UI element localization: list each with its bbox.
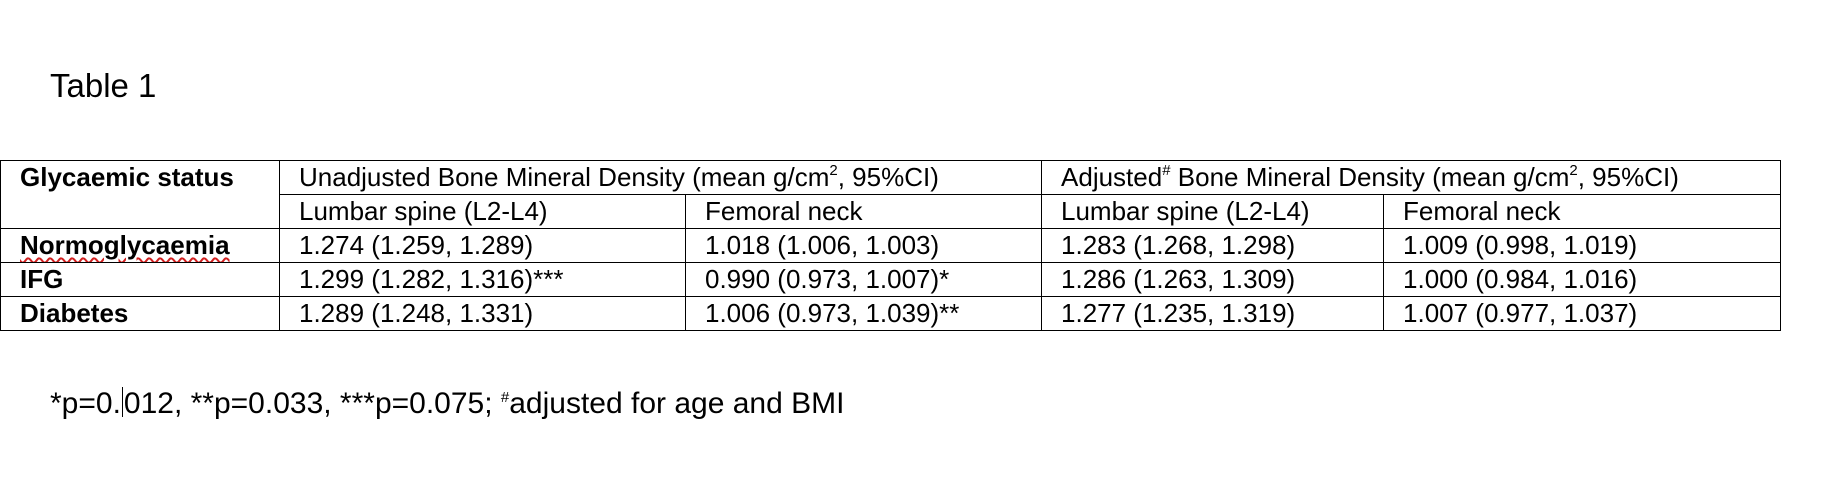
- table-cell: 1.286 (1.263, 1.309): [1041, 262, 1385, 297]
- spellcheck-flagged-word: Normoglycaemia: [20, 230, 230, 260]
- table-cell: 1.007 (0.977, 1.037): [1383, 296, 1782, 331]
- unadjusted-header-superscript: 2: [829, 162, 838, 179]
- table-cell: 1.000 (0.984, 1.016): [1383, 262, 1782, 297]
- adjusted-group-header: Adjusted# Bone Mineral Density (mean g/c…: [1041, 160, 1782, 195]
- table-cell: 1.283 (1.268, 1.298): [1041, 228, 1385, 263]
- table-row: Diabetes 1.289 (1.248, 1.331) 1.006 (0.9…: [0, 296, 1782, 331]
- adjusted-header-text-end: , 95%CI): [1577, 162, 1679, 192]
- table-cell: 1.009 (0.998, 1.019): [1383, 228, 1782, 263]
- table-row: IFG 1.299 (1.282, 1.316)*** 0.990 (0.973…: [0, 262, 1782, 297]
- row-label: Diabetes: [0, 296, 280, 331]
- subheader-adjusted-femoral: Femoral neck: [1383, 194, 1782, 229]
- adjusted-header-text-mid: Bone Mineral Density (mean g/cm: [1170, 162, 1570, 192]
- footnote-marker: #: [500, 389, 510, 406]
- table-header-row: Glycaemic status Unadjusted Bone Mineral…: [0, 160, 1782, 229]
- adjusted-header-text: Adjusted: [1061, 162, 1163, 192]
- subheader-adjusted-lumbar: Lumbar spine (L2-L4): [1041, 194, 1385, 229]
- unadjusted-header-text: Unadjusted Bone Mineral Density (mean g/…: [299, 162, 830, 192]
- table-cell: 1.274 (1.259, 1.289): [279, 228, 686, 263]
- unadjusted-group-header: Unadjusted Bone Mineral Density (mean g/…: [278, 160, 1043, 195]
- adjusted-header-superscript: 2: [1569, 162, 1578, 179]
- footnote-text: 012, **p=0.033, ***p=0.075;: [123, 387, 501, 420]
- table-cell: 0.990 (0.973, 1.007)*: [684, 262, 1043, 297]
- bone-density-table: Glycaemic status Unadjusted Bone Mineral…: [0, 160, 1782, 331]
- subheader-unadjusted-femoral: Femoral neck: [684, 194, 1043, 229]
- corner-header: Glycaemic status: [0, 160, 280, 229]
- footnote-text-end: adjusted for age and BMI: [509, 387, 845, 420]
- table-cell: 1.018 (1.006, 1.003): [684, 228, 1043, 263]
- table-cell: 1.299 (1.282, 1.316)***: [279, 262, 686, 297]
- unadjusted-header-text-end: , 95%CI): [837, 162, 939, 192]
- adjusted-header-marker: #: [1162, 162, 1171, 179]
- table-cell: 1.277 (1.235, 1.319): [1041, 296, 1385, 331]
- row-label: Normoglycaemia: [0, 228, 280, 263]
- footnote[interactable]: *p=0. 012, **p=0.033, ***p=0.075; #adjust…: [50, 385, 844, 423]
- table-row: Normoglycaemia 1.274 (1.259, 1.289) 1.01…: [0, 228, 1782, 263]
- footnote-text-start: *p=0.: [50, 387, 121, 420]
- table-cell: 1.289 (1.248, 1.331): [279, 296, 686, 331]
- table-cell: 1.006 (0.973, 1.039)**: [684, 296, 1043, 331]
- row-label: IFG: [0, 262, 280, 297]
- table-title: Table 1: [50, 67, 157, 104]
- subheader-unadjusted-lumbar: Lumbar spine (L2-L4): [279, 194, 686, 229]
- text-cursor: [121, 387, 123, 417]
